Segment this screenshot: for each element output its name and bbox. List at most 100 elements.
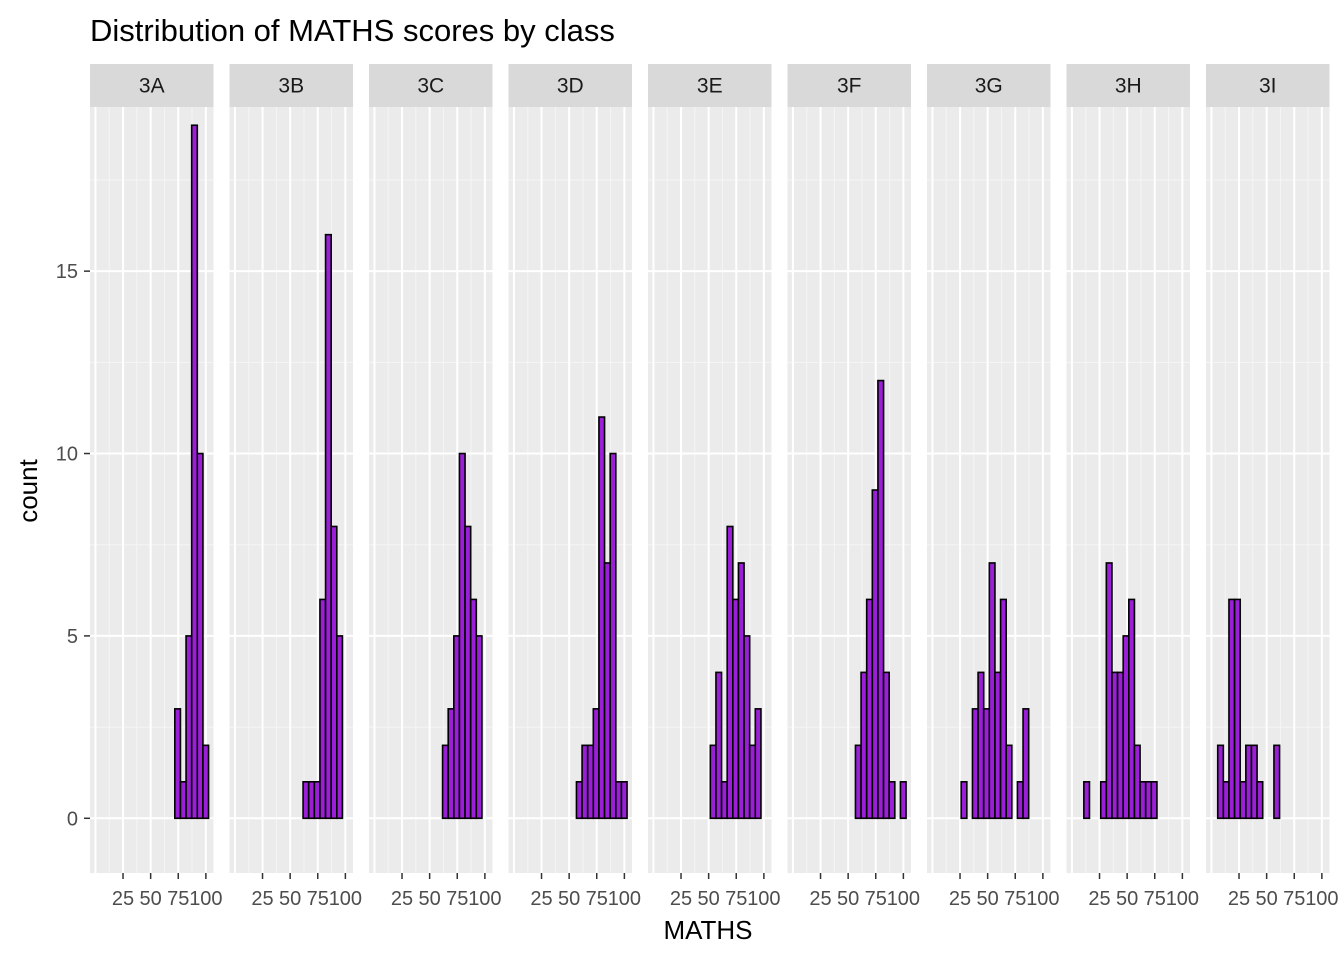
x-tick-label: 50 [977,888,999,910]
x-tick-label: 100 [468,888,501,910]
histogram-bar [603,562,611,820]
histogram-bar [977,671,985,820]
facet-panel-3b: 3B 25 50 75 100 [229,64,362,910]
histogram-bar [196,452,204,820]
histogram-bar [1250,744,1258,820]
histogram-bar [994,671,1002,820]
x-tick-label: 50 [698,888,720,910]
facet-strip [648,64,772,107]
x-tick-label: 100 [189,888,222,910]
histogram-bar [324,233,332,820]
x-tick-label: 100 [747,888,780,910]
histogram-bar [469,598,478,820]
histogram-bar [190,124,199,820]
histogram-bar [709,744,717,820]
x-tick-label: 25 [112,888,134,910]
x-tick-label: 25 [251,888,273,910]
histogram-bar [860,671,868,820]
x-tick-label: 25 [530,888,552,910]
histogram-bar [179,781,187,820]
histogram-bar [1256,781,1264,820]
histogram-bar [185,635,193,820]
x-tick-label: 25 [670,888,692,910]
x-tick-label: 75 [307,888,329,910]
x-tick-label: 50 [1116,888,1138,910]
x-tick-label: 100 [608,888,641,910]
histogram-bar [1222,781,1230,820]
y-axis: 0 5 10 15 [56,261,90,830]
histogram-bar [1133,744,1141,820]
facet-strip [369,64,493,107]
x-tick-label: 50 [419,888,441,910]
histogram-bar [447,708,455,820]
x-tick-label: 50 [558,888,580,910]
panel-background [1206,107,1330,873]
facet-panel-3i: 3I 25 50 75 100 [1206,64,1339,910]
x-tick-label: 75 [586,888,608,910]
histogram-bar [330,525,338,820]
histogram-bar [1239,781,1247,820]
histogram-bar [592,708,600,820]
histogram-bar [1150,781,1158,820]
histogram-bar [575,781,583,820]
histogram-bar [620,781,628,820]
histogram-bar [748,744,757,820]
histogram-bar [453,635,461,820]
histogram-bar [871,489,879,820]
histogram-bar [609,452,617,820]
histogram-bar [743,635,751,820]
x-tick-label: 75 [1144,888,1166,910]
histogram-bar [174,708,182,820]
histogram-bar [1216,744,1225,820]
x-tick-label: 50 [140,888,162,910]
histogram-bar [1005,744,1013,820]
x-tick-label: 25 [949,888,971,910]
histogram-bar [882,671,890,820]
x-tick-label: 75 [167,888,189,910]
facet-strip-label: 3D [557,75,584,98]
x-tick-label: 75 [1004,888,1026,910]
panel-background [787,107,911,873]
histogram-bar [1245,744,1253,820]
histogram-bar [988,562,996,820]
histogram-bar [464,525,472,820]
histogram-bar [1022,708,1030,820]
histogram-bar [313,781,321,820]
y-tick-label: 15 [56,261,78,283]
x-tick-label: 25 [1228,888,1250,910]
histogram-bar [307,781,316,820]
facet-strip [927,64,1051,107]
histogram-bar [1099,781,1108,820]
histogram-bar [899,781,907,820]
x-tick-label: 50 [1256,888,1278,910]
x-tick-label: 25 [1088,888,1110,910]
histogram-bar [475,635,483,820]
facet-strip-label: 3I [1259,75,1277,98]
facet-strip [1206,64,1330,107]
histogram-bar [1111,671,1119,820]
histogram-bar [1228,598,1236,820]
histogram-bar [1233,598,1242,820]
facet-panel-3a: 3A 25 50 75 100 [90,64,223,910]
histogram-bar [888,781,896,820]
x-tick-label: 50 [279,888,301,910]
facet-strip-label: 3A [139,75,165,98]
histogram-bar [1139,781,1147,820]
x-tick-label: 75 [446,888,468,910]
histogram-bar [441,744,449,820]
histogram-bar [754,708,762,820]
facet-strip [508,64,632,107]
x-tick-label: 100 [1166,888,1199,910]
histogram-bar [615,781,623,820]
x-tick-label: 100 [329,888,362,910]
facet-strip-label: 3E [697,75,723,98]
histogram-bar [726,525,734,820]
x-tick-label: 75 [865,888,887,910]
x-tick-label: 100 [1305,888,1338,910]
histogram-bar [1122,635,1130,820]
facet-strip-label: 3G [975,75,1003,98]
facet-strip-label: 3B [278,75,304,98]
histogram-bar [715,671,723,820]
